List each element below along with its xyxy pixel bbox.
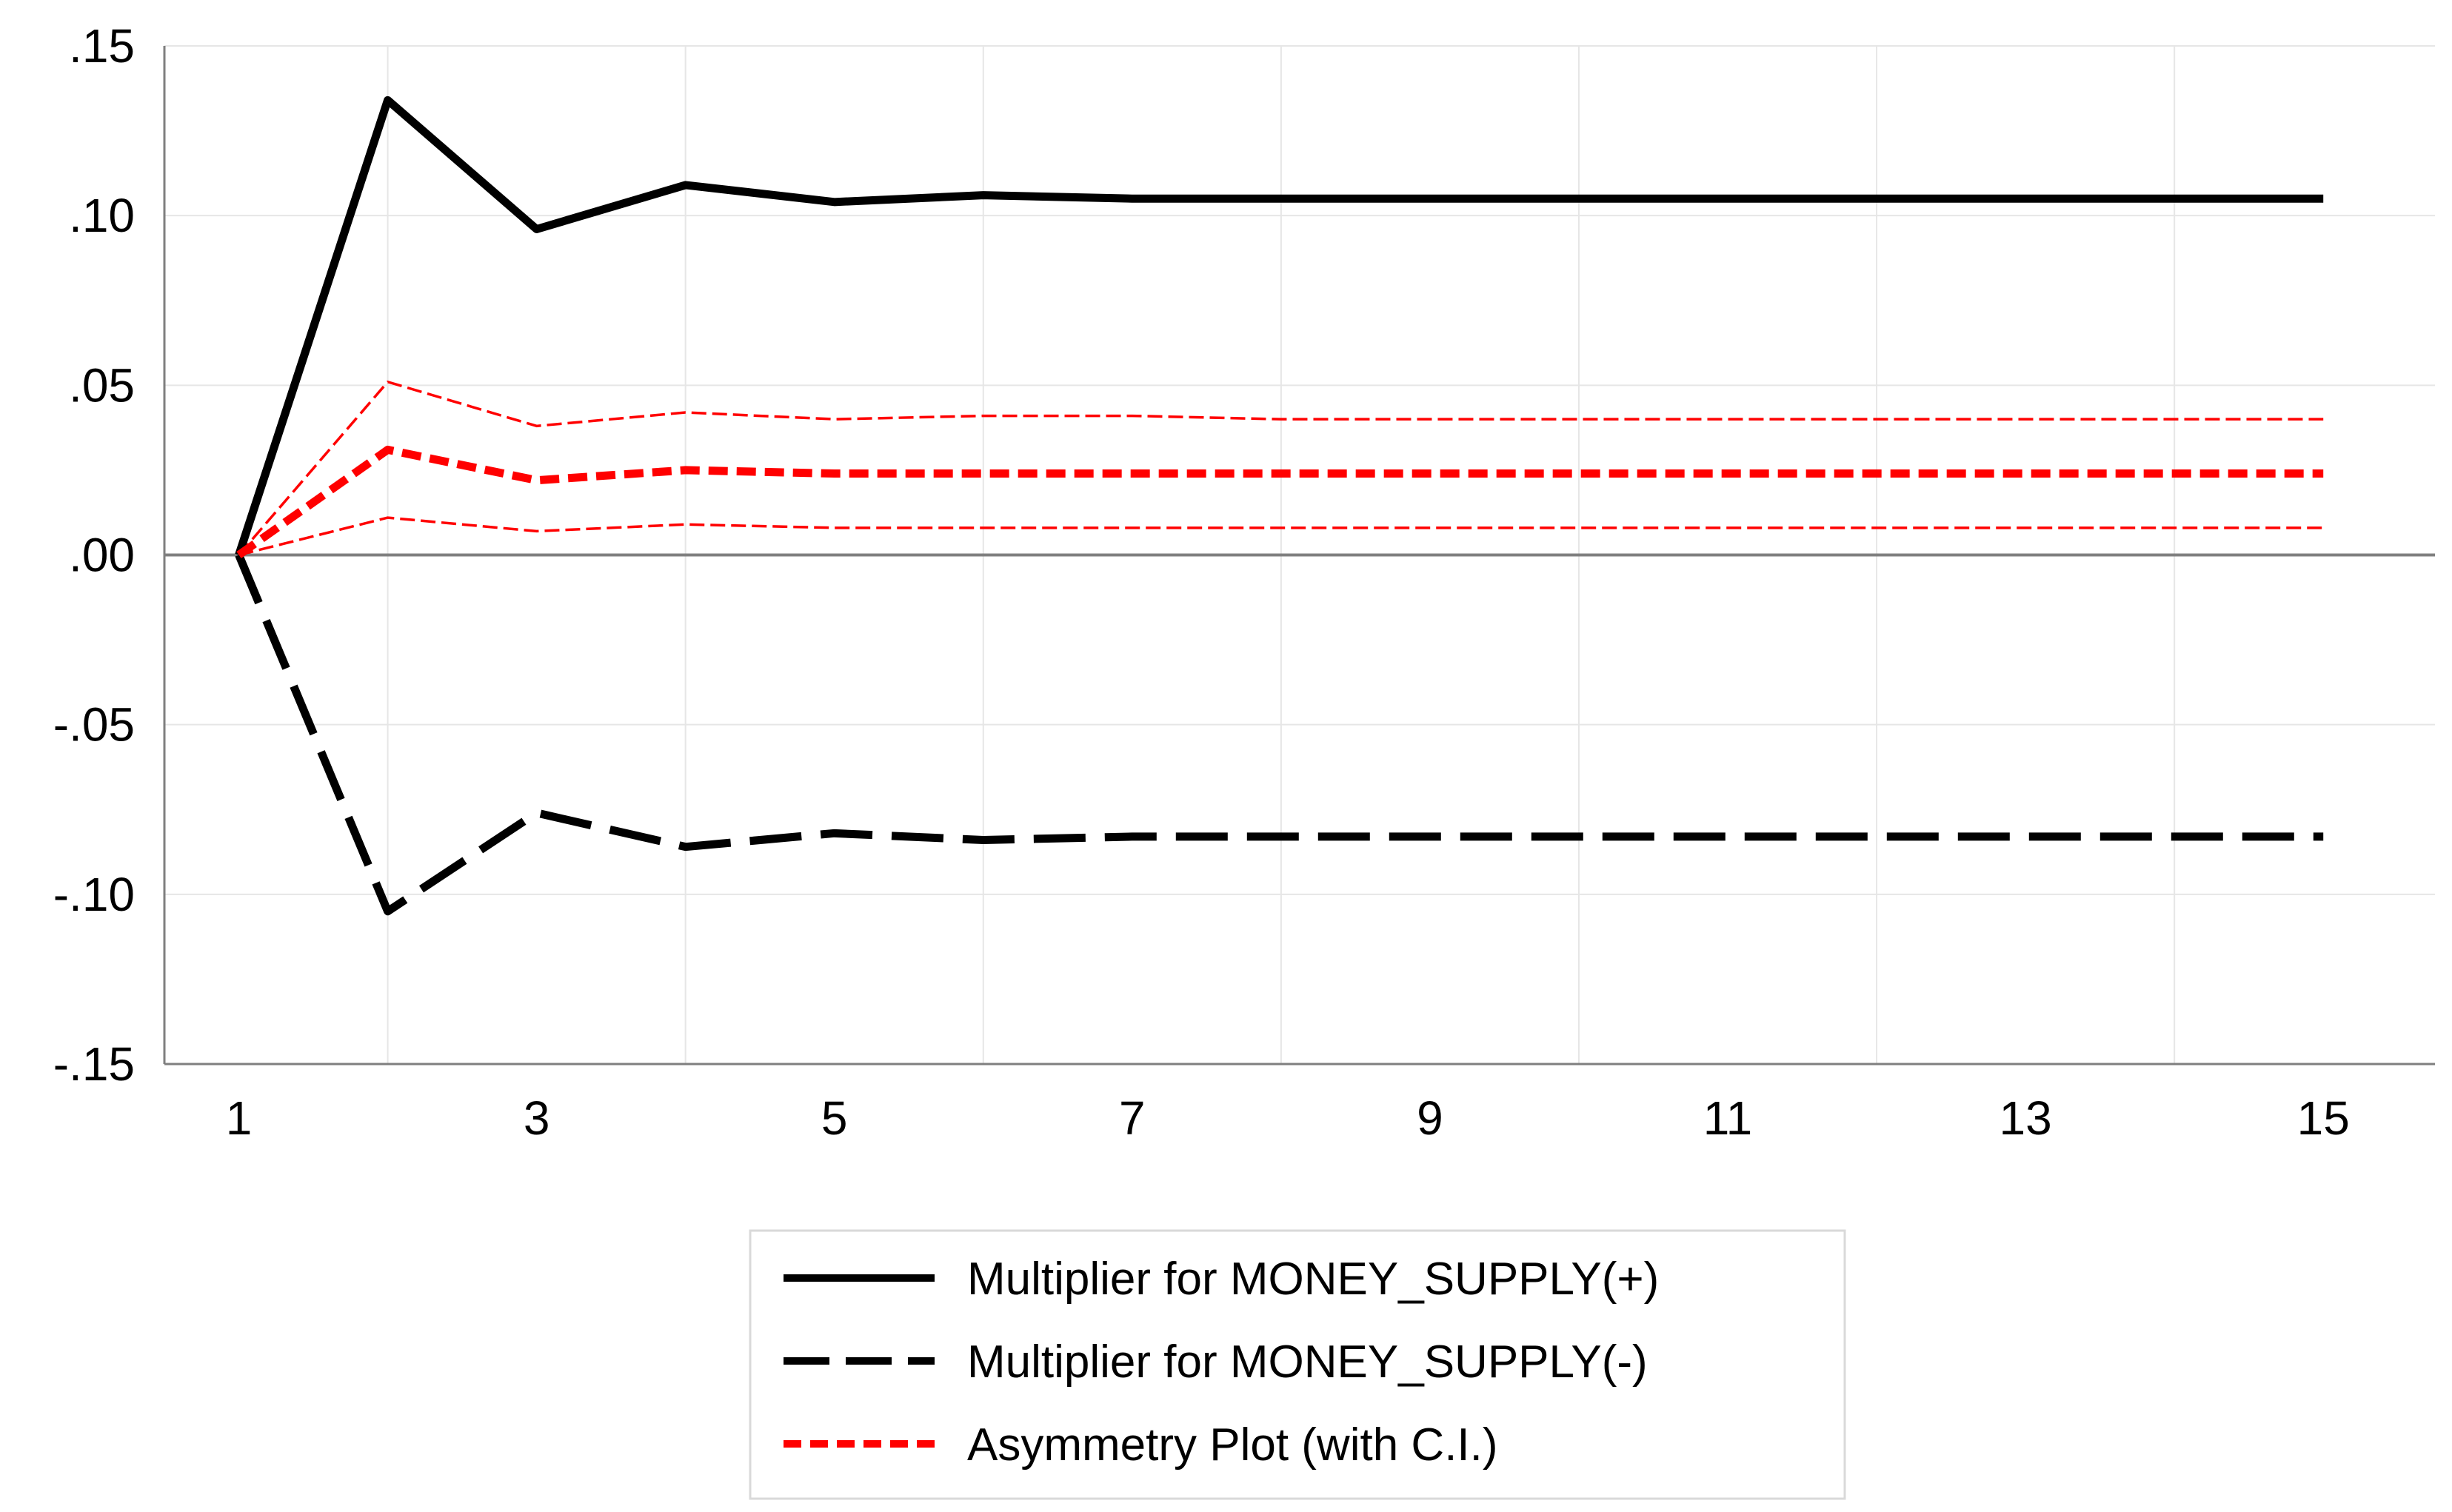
x-tick-label: 1 — [226, 1091, 253, 1145]
legend-label: Asymmetry Plot (with C.I.) — [967, 1419, 1498, 1471]
y-tick-label: .15 — [69, 19, 135, 73]
legend-label: Multiplier for MONEY_SUPPLY(-) — [967, 1337, 1648, 1388]
y-tick-label: .10 — [69, 189, 135, 242]
x-tick-label: 9 — [1417, 1091, 1443, 1145]
x-tick-label: 13 — [2000, 1091, 2052, 1145]
ci-lower-line — [238, 516, 2324, 557]
axes — [163, 46, 2435, 1066]
ci-upper-line — [238, 381, 2324, 556]
asymmetry-line — [236, 445, 2324, 558]
x-tick-labels: 1 3 5 7 9 11 13 15 — [226, 1091, 2350, 1145]
x-tick-label: 7 — [1119, 1091, 1146, 1145]
legend-label: Multiplier for MONEY_SUPPLY(+) — [967, 1254, 1659, 1305]
x-tick-label: 11 — [1703, 1091, 1752, 1145]
legend: Multiplier for MONEY_SUPPLY(+) Multiplier… — [749, 1229, 1846, 1500]
y-tick-label: -.15 — [53, 1037, 135, 1091]
series-lines — [235, 96, 2324, 916]
y-tick-label: -.10 — [53, 868, 135, 921]
y-tick-label: .00 — [69, 529, 135, 582]
y-tick-label: -.05 — [53, 698, 135, 752]
negative-multiplier-line — [235, 553, 2324, 916]
x-tick-label: 15 — [2297, 1091, 2350, 1145]
x-tick-label: 3 — [524, 1091, 550, 1145]
y-tick-labels: .15 .10 .05 .00 -.05 -.10 -.15 — [53, 19, 135, 1091]
y-tick-label: .05 — [69, 358, 135, 412]
positive-multiplier-line — [235, 96, 2324, 557]
x-tick-label: 5 — [821, 1091, 848, 1145]
